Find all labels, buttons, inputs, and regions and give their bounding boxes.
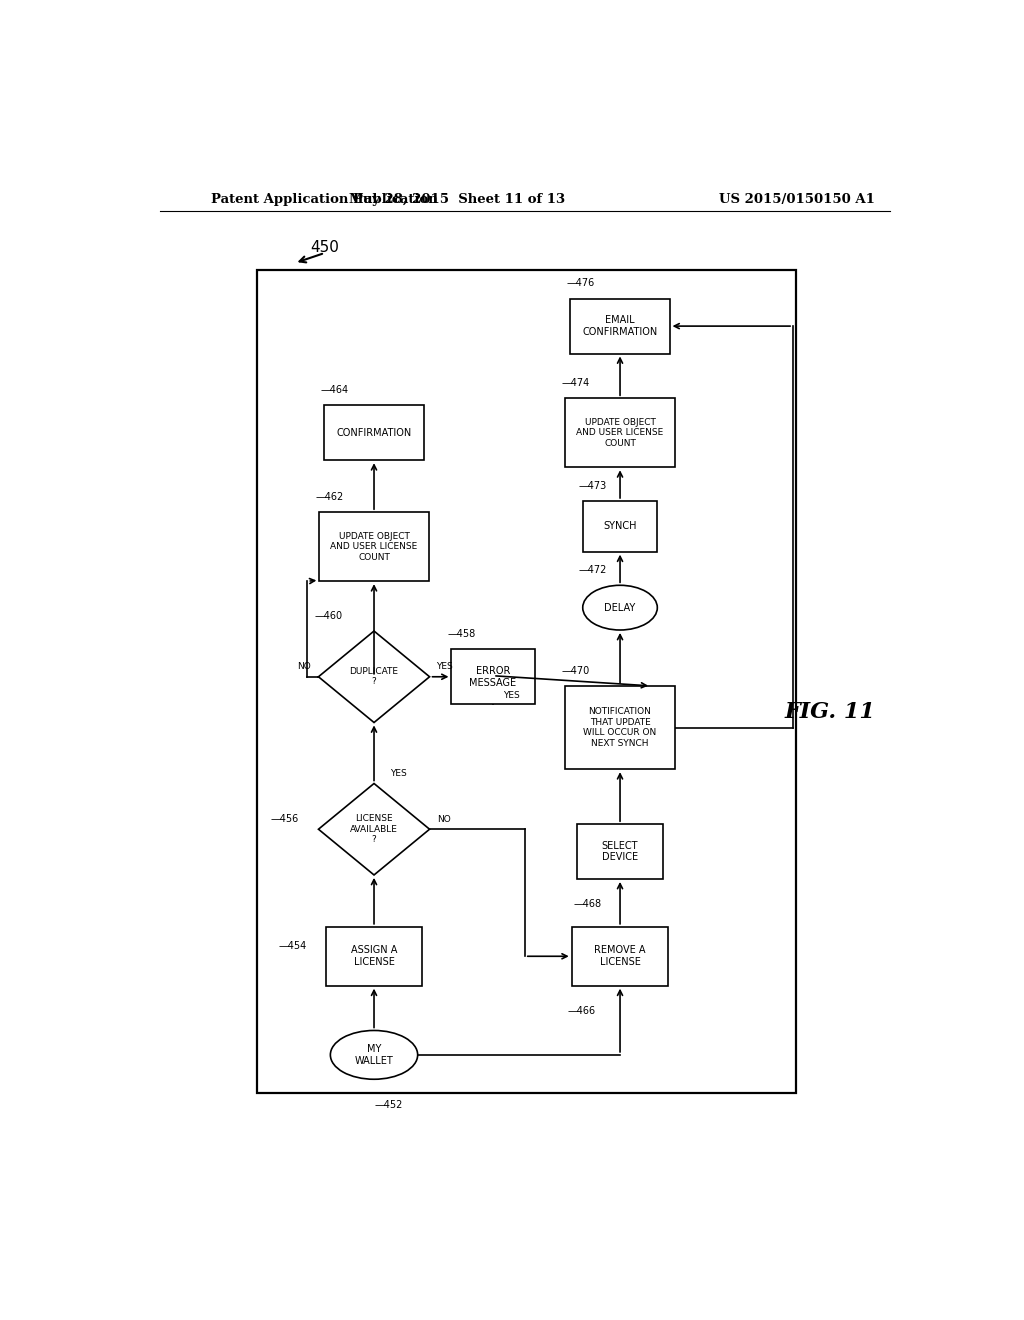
Bar xyxy=(327,927,422,986)
Text: —456: —456 xyxy=(270,814,299,824)
Text: EMAIL
CONFIRMATION: EMAIL CONFIRMATION xyxy=(583,315,657,337)
Text: NOTIFICATION
THAT UPDATE
WILL OCCUR ON
NEXT SYNCH: NOTIFICATION THAT UPDATE WILL OCCUR ON N… xyxy=(584,708,656,747)
Polygon shape xyxy=(318,631,430,722)
Bar xyxy=(565,686,675,770)
Text: DUPLICATE
?: DUPLICATE ? xyxy=(349,667,398,686)
Text: —472: —472 xyxy=(579,565,607,576)
Text: LICENSE
AVAILABLE
?: LICENSE AVAILABLE ? xyxy=(350,814,398,843)
Text: NO: NO xyxy=(437,814,452,824)
Text: —454: —454 xyxy=(279,941,307,952)
Text: YES: YES xyxy=(503,690,519,700)
Bar xyxy=(571,927,669,986)
Text: —468: —468 xyxy=(573,899,601,909)
Text: —476: —476 xyxy=(566,279,595,288)
Ellipse shape xyxy=(331,1031,418,1080)
Text: —452: —452 xyxy=(374,1100,402,1110)
Text: ASSIGN A
LICENSE: ASSIGN A LICENSE xyxy=(351,945,397,968)
Text: UPDATE OBJECT
AND USER LICENSE
COUNT: UPDATE OBJECT AND USER LICENSE COUNT xyxy=(577,418,664,447)
Bar xyxy=(578,824,663,879)
Text: May 28, 2015  Sheet 11 of 13: May 28, 2015 Sheet 11 of 13 xyxy=(349,193,565,206)
Text: —474: —474 xyxy=(561,378,590,388)
Text: DELAY: DELAY xyxy=(604,603,636,612)
Text: —458: —458 xyxy=(447,630,476,639)
Text: YES: YES xyxy=(390,768,407,777)
Text: FIG. 11: FIG. 11 xyxy=(785,701,876,723)
Text: Patent Application Publication: Patent Application Publication xyxy=(211,193,438,206)
Text: US 2015/0150150 A1: US 2015/0150150 A1 xyxy=(719,193,876,206)
Bar xyxy=(565,399,675,467)
Text: —470: —470 xyxy=(561,665,590,676)
Text: MY
WALLET: MY WALLET xyxy=(354,1044,393,1065)
Text: —466: —466 xyxy=(567,1006,596,1016)
Text: UPDATE OBJECT
AND USER LICENSE
COUNT: UPDATE OBJECT AND USER LICENSE COUNT xyxy=(331,532,418,561)
Text: SELECT
DEVICE: SELECT DEVICE xyxy=(602,841,638,862)
Bar xyxy=(570,298,670,354)
Bar xyxy=(319,512,429,581)
Text: —473: —473 xyxy=(579,480,607,491)
Text: REMOVE A
LICENSE: REMOVE A LICENSE xyxy=(594,945,646,968)
Text: YES: YES xyxy=(436,663,453,671)
Text: —464: —464 xyxy=(321,385,348,395)
Text: 450: 450 xyxy=(310,240,339,255)
Text: —462: —462 xyxy=(315,492,343,502)
Bar xyxy=(325,405,424,461)
Bar xyxy=(452,649,535,704)
Polygon shape xyxy=(318,784,430,875)
Text: SYNCH: SYNCH xyxy=(603,521,637,532)
Text: NO: NO xyxy=(297,663,310,671)
Bar xyxy=(583,500,657,552)
Text: ERROR
MESSAGE: ERROR MESSAGE xyxy=(469,667,517,688)
Text: CONFIRMATION: CONFIRMATION xyxy=(337,428,412,438)
Ellipse shape xyxy=(583,585,657,630)
Bar xyxy=(257,271,797,1093)
Text: —460: —460 xyxy=(314,611,343,620)
